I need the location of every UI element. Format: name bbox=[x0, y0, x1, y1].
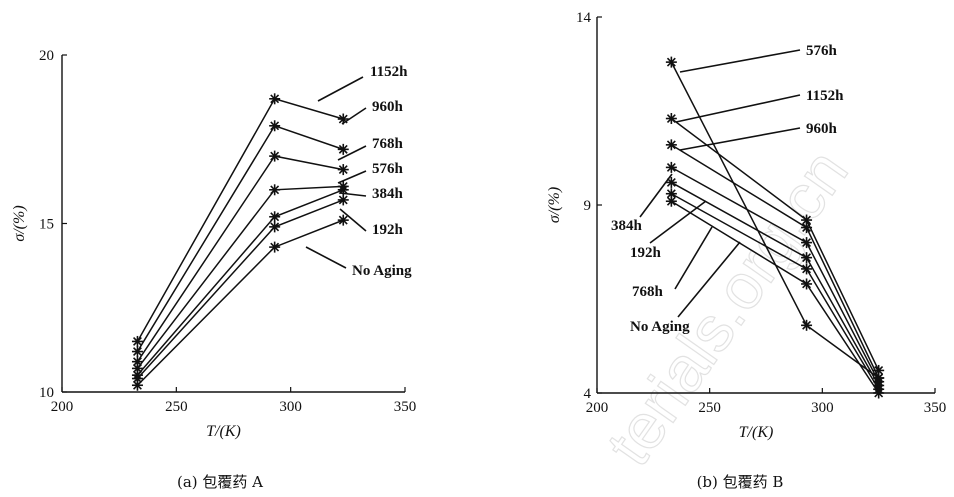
data-point bbox=[269, 184, 281, 196]
data-point bbox=[801, 278, 813, 290]
data-point bbox=[269, 211, 281, 223]
data-point bbox=[337, 194, 349, 206]
data-point bbox=[337, 164, 349, 176]
label-leader-line bbox=[341, 107, 367, 125]
label-leader-line bbox=[337, 170, 367, 184]
label-leader-line bbox=[339, 208, 367, 232]
data-point bbox=[665, 195, 677, 207]
series-label: 384h bbox=[611, 218, 643, 234]
chart-panel-a: 200 250 300 350 10 15 20 T/(K) σ/(%) 1152h 960h 768… bbox=[11, 48, 416, 491]
y-tick-label: 20 bbox=[39, 48, 54, 64]
panel-caption: (b) 包覆药 B bbox=[697, 473, 784, 491]
data-point bbox=[269, 93, 281, 105]
series-label: 192h bbox=[630, 245, 662, 261]
data-point bbox=[801, 237, 813, 249]
data-point bbox=[665, 161, 677, 173]
series-line bbox=[136, 199, 344, 380]
data-point bbox=[269, 150, 281, 162]
label-leader-line bbox=[674, 226, 713, 290]
series-line bbox=[136, 97, 344, 342]
series-label: 1152h bbox=[370, 64, 408, 80]
label-leader-line bbox=[317, 76, 364, 102]
series-label: 384h bbox=[372, 186, 404, 202]
series-line bbox=[136, 185, 344, 369]
label-leader-line bbox=[677, 241, 741, 318]
data-point bbox=[269, 120, 281, 132]
data-point bbox=[801, 319, 813, 331]
x-axis-title: T/(K) bbox=[739, 424, 774, 441]
series-label: 960h bbox=[372, 99, 404, 115]
data-point bbox=[665, 139, 677, 151]
label-leader-line bbox=[679, 127, 801, 151]
series-label: 576h bbox=[806, 43, 838, 59]
series-label: 1152h bbox=[806, 88, 844, 104]
series-label: 576h bbox=[372, 161, 404, 177]
series-label: 960h bbox=[806, 121, 838, 137]
data-point bbox=[131, 379, 143, 391]
x-tick-label: 300 bbox=[811, 400, 834, 416]
label-leader-line bbox=[679, 49, 801, 73]
data-point bbox=[665, 176, 677, 188]
y-tick-label: 9 bbox=[584, 198, 592, 214]
x-tick-label: 350 bbox=[394, 399, 417, 415]
data-point bbox=[801, 263, 813, 275]
y-tick-label: 14 bbox=[576, 10, 592, 26]
data-point bbox=[801, 252, 813, 264]
x-tick-label: 350 bbox=[924, 400, 947, 416]
data-point bbox=[337, 143, 349, 155]
data-point bbox=[801, 222, 813, 234]
series-label: No Aging bbox=[630, 319, 690, 335]
data-point bbox=[131, 346, 143, 358]
y-tick-label: 4 bbox=[584, 386, 592, 402]
series-label: 192h bbox=[372, 222, 404, 238]
label-leader-line bbox=[337, 145, 367, 161]
series-line bbox=[136, 155, 344, 363]
data-point bbox=[665, 56, 677, 68]
data-point bbox=[337, 214, 349, 226]
y-axis-title: σ/(%) bbox=[546, 187, 563, 223]
panel-caption: (a) 包覆药 A bbox=[177, 473, 263, 491]
x-tick-label: 250 bbox=[165, 399, 188, 415]
data-point bbox=[131, 335, 143, 347]
y-axis-title: σ/(%) bbox=[11, 205, 28, 241]
label-leader-line bbox=[675, 94, 801, 123]
data-point bbox=[269, 241, 281, 253]
x-tick-label: 200 bbox=[51, 399, 74, 415]
chart-panel-b: 200 250 300 350 4 9 14 T/(K) σ/(%) 576h 1152h 960h 3… bbox=[546, 10, 946, 491]
x-axis-title: T/(K) bbox=[206, 423, 241, 440]
series-label: 768h bbox=[632, 284, 664, 300]
label-leader-line bbox=[305, 246, 347, 269]
series-label: 768h bbox=[372, 136, 404, 152]
x-tick-label: 300 bbox=[279, 399, 302, 415]
data-point bbox=[665, 113, 677, 125]
y-tick-label: 10 bbox=[39, 385, 54, 401]
y-tick-label: 15 bbox=[39, 217, 54, 233]
label-leader-line bbox=[649, 200, 707, 244]
series-label: No Aging bbox=[352, 263, 412, 279]
data-point bbox=[873, 387, 885, 399]
label-leader-line bbox=[339, 192, 367, 197]
x-tick-label: 250 bbox=[698, 400, 721, 416]
data-point bbox=[269, 221, 281, 233]
label-leader-line bbox=[639, 173, 673, 218]
series-line bbox=[136, 219, 344, 386]
x-tick-label: 200 bbox=[586, 400, 609, 416]
